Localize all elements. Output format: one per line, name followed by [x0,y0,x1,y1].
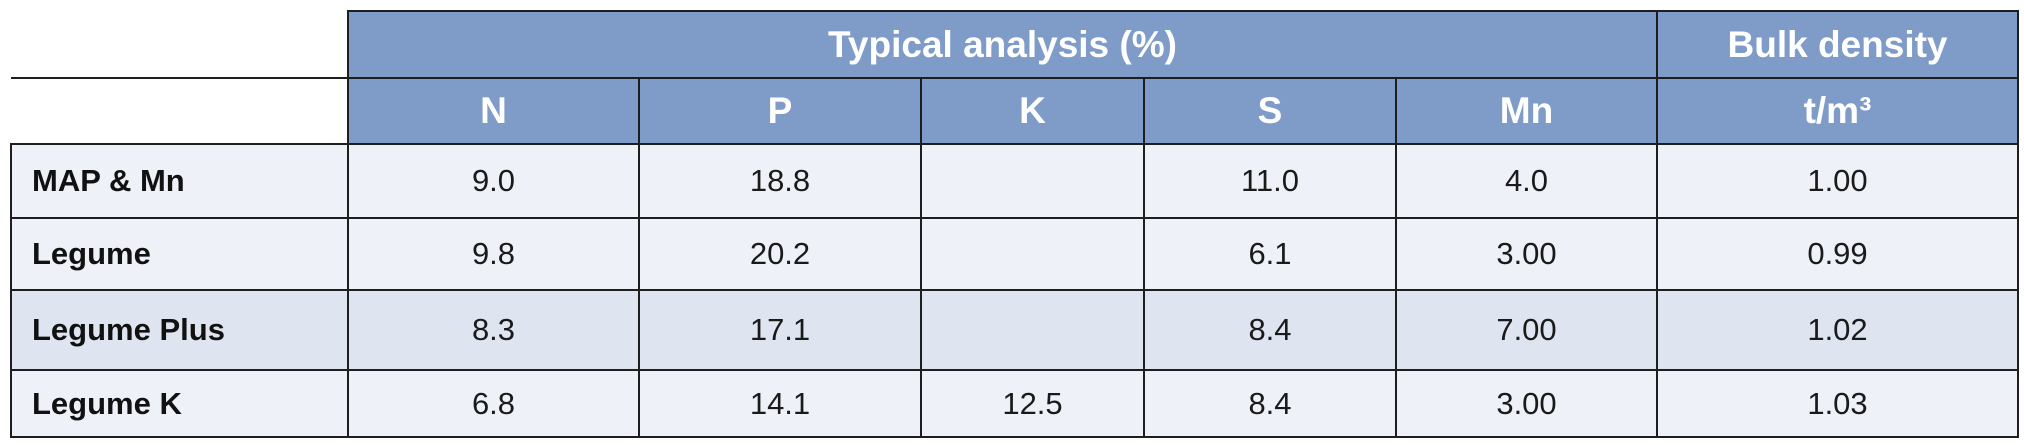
value-cell: 6.1 [1143,217,1397,291]
value-cell: 20.2 [638,217,922,291]
table-row: N P K S Mn t/m³ [11,77,2019,145]
group-header: Typical analysis (%) [347,10,1658,79]
bulk-cell: 1.03 [1656,369,2019,438]
table-row: Legume Plus 8.3 17.1 8.4 7.00 1.02 [10,289,2019,371]
value-cell: 8.4 [1143,369,1397,438]
table-row: Legume 9.8 20.2 6.1 3.00 0.99 [10,217,2019,291]
table-row: MAP & Mn 9.0 18.8 11.0 4.0 1.00 [10,143,2019,219]
value-cell [920,217,1145,291]
analysis-table: Typical analysis (%) Bulk density N P K S Mn t/… [10,10,2019,438]
value-cell: 9.8 [347,217,640,291]
bulk-cell: 1.02 [1656,289,2019,371]
unit-header: t/m³ [1656,77,2019,145]
table-row: Legume K 6.8 14.1 12.5 8.4 3.00 1.03 [10,369,2019,438]
value-cell: 18.8 [638,143,922,219]
value-cell: 8.4 [1143,289,1397,371]
bulk-cell: 1.00 [1656,143,2019,219]
blank-cell [11,78,349,145]
value-cell: 3.00 [1395,217,1658,291]
value-cell [920,143,1145,219]
value-cell: 6.8 [347,369,640,438]
value-cell: 14.1 [638,369,922,438]
value-cell [920,289,1145,371]
bulk-cell: 0.99 [1656,217,2019,291]
value-cell: 17.1 [638,289,922,371]
value-cell: 11.0 [1143,143,1397,219]
column-header: P [638,77,922,145]
row-label: Legume K [10,369,349,438]
column-header: S [1143,77,1397,145]
row-label: Legume Plus [10,289,349,371]
value-cell: 3.00 [1395,369,1658,438]
table-row: Typical analysis (%) Bulk density [11,10,2019,79]
value-cell: 4.0 [1395,143,1658,219]
column-header: Mn [1395,77,1658,145]
bulk-header: Bulk density [1656,10,2019,79]
value-cell: 7.00 [1395,289,1658,371]
row-label: Legume [10,217,349,291]
column-header: N [347,77,640,145]
value-cell: 9.0 [347,143,640,219]
row-label: MAP & Mn [10,143,349,219]
value-cell: 8.3 [347,289,640,371]
blank-cell [11,11,349,79]
value-cell: 12.5 [920,369,1145,438]
column-header: K [920,77,1145,145]
